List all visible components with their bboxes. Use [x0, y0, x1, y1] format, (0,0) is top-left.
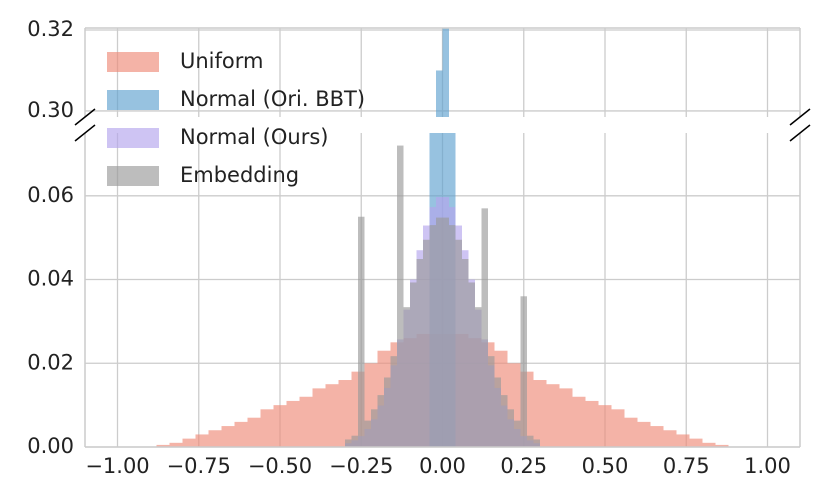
bar	[514, 420, 521, 447]
y-tick-label: 0.04	[27, 267, 74, 291]
y-tick-label: 0.00	[27, 434, 74, 458]
bar	[221, 426, 235, 447]
bar	[260, 409, 274, 447]
bar	[390, 356, 397, 447]
bar	[507, 409, 514, 447]
axis-break	[74, 124, 96, 142]
legend-swatch	[107, 128, 159, 148]
x-tick-label: 0.00	[419, 454, 466, 478]
x-tick-label: −0.25	[329, 454, 393, 478]
bar	[520, 296, 527, 447]
legend-swatch	[107, 90, 159, 110]
bar	[559, 388, 573, 447]
bar	[169, 442, 183, 447]
bar	[585, 400, 599, 447]
bar	[494, 377, 501, 447]
bar	[468, 282, 475, 447]
bar	[501, 395, 508, 447]
bar	[475, 307, 482, 447]
bar	[247, 417, 261, 447]
x-tick-label: 0.25	[500, 454, 547, 478]
bar	[273, 405, 287, 447]
bar	[462, 259, 469, 447]
bar	[624, 417, 638, 447]
bar	[533, 439, 540, 447]
bar	[449, 225, 456, 447]
y-tick-label: 0.06	[27, 183, 74, 207]
bar	[338, 380, 352, 447]
bar	[416, 259, 423, 447]
bar	[436, 217, 443, 447]
bar	[364, 420, 371, 447]
bar	[481, 208, 488, 447]
x-tick-label: −0.50	[248, 454, 312, 478]
bar	[546, 384, 560, 447]
legend-label: Normal (Ours)	[180, 125, 328, 149]
bar	[286, 400, 300, 447]
legend-swatch	[107, 166, 159, 186]
bar	[299, 396, 313, 447]
bar	[689, 438, 703, 447]
bar	[410, 282, 417, 447]
bar	[325, 384, 339, 447]
bar	[650, 426, 664, 447]
legend-label: Uniform	[180, 49, 263, 73]
labels: −1.00 −0.75 −0.50 −0.25 0.00 0.25 0.50 0.75 1.00…	[27, 17, 791, 478]
bar	[715, 444, 729, 447]
bar	[312, 388, 326, 447]
legend-label: Normal (Ori. BBT)	[180, 87, 365, 111]
bar	[663, 430, 677, 447]
bar	[182, 438, 196, 447]
bar	[488, 356, 495, 447]
x-tick-label: 0.75	[663, 454, 710, 478]
bar	[455, 239, 462, 447]
bar	[572, 396, 586, 447]
bar	[676, 434, 690, 447]
bar	[702, 442, 716, 447]
bar	[234, 421, 248, 447]
bar	[195, 434, 209, 447]
x-tick-label: −0.75	[167, 454, 231, 478]
x-tick-label: −1.00	[85, 454, 149, 478]
bar	[423, 239, 430, 447]
bar	[377, 395, 384, 447]
x-tick-label: 0.50	[582, 454, 629, 478]
y-tick-label: 0.02	[27, 350, 74, 374]
bar	[527, 435, 534, 447]
bar	[429, 225, 436, 447]
bar	[403, 307, 410, 447]
bar	[533, 380, 547, 447]
y-tick-label: 0.30	[27, 98, 74, 122]
bars	[156, 28, 729, 447]
bar	[384, 377, 391, 447]
bar	[397, 145, 404, 447]
bar	[156, 444, 170, 447]
bar	[371, 409, 378, 447]
axis-break	[789, 108, 811, 126]
bar	[611, 409, 625, 447]
bar	[637, 421, 651, 447]
axis-break	[74, 108, 96, 126]
bar	[358, 216, 365, 447]
bar	[598, 405, 612, 447]
bar	[442, 217, 449, 447]
bar	[436, 70, 443, 117]
legend-label: Embedding	[180, 163, 299, 187]
legend: Uniform Normal (Ori. BBT) Normal (Ours) Emb…	[107, 49, 365, 187]
bar	[208, 430, 222, 447]
bar	[351, 435, 358, 447]
legend-swatch	[107, 52, 159, 72]
bar	[442, 28, 449, 117]
frame	[74, 27, 811, 448]
axis-break	[789, 124, 811, 142]
y-tick-label: 0.32	[27, 17, 74, 41]
bar	[345, 439, 352, 447]
x-tick-label: 1.00	[744, 454, 791, 478]
